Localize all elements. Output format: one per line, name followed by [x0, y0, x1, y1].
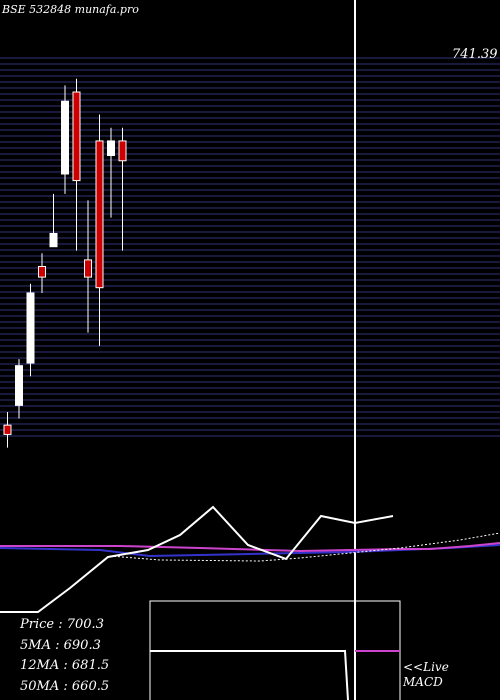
- live-label[interactable]: <<Live: [403, 660, 449, 674]
- candle-down: [84, 259, 92, 278]
- price-row: Price : 700.3: [20, 615, 109, 636]
- candle-down: [72, 91, 81, 182]
- candle-up: [15, 365, 23, 406]
- ma12-value: : 681.5: [63, 658, 110, 673]
- ma12-row: 12MA : 681.5: [20, 656, 109, 677]
- candle-down: [3, 424, 12, 435]
- price-grid: [0, 57, 500, 437]
- candle-up: [26, 292, 35, 364]
- macd-label[interactable]: MACD: [403, 675, 443, 689]
- candle-down: [118, 140, 127, 162]
- candle-down: [95, 140, 104, 289]
- momentum-line: [0, 505, 394, 613]
- macd-line: [150, 650, 349, 700]
- ma50-row: 50MA : 660.5: [20, 677, 109, 698]
- macd-panel: [149, 600, 401, 700]
- candle-up: [61, 100, 69, 175]
- candle-up: [107, 140, 115, 156]
- price-ma-summary: Price : 700.3 5MA : 690.3 12MA : 681.5 5…: [20, 615, 109, 697]
- ma5-row: 5MA : 690.3: [20, 636, 109, 657]
- candle-down: [38, 266, 46, 278]
- candle-up: [49, 232, 58, 248]
- ma12-label: 12MA: [20, 658, 60, 673]
- live-macd-link[interactable]: <<Live MACD: [403, 660, 449, 690]
- last-price-label: 741.39: [452, 47, 498, 62]
- ma-white-dotted-line: [109, 532, 500, 562]
- ma-pink-line: [0, 542, 500, 553]
- price-label: Price: [20, 617, 55, 632]
- ma5-value: : 690.3: [55, 637, 101, 653]
- ma50-label: 50MA: [20, 678, 60, 694]
- indicator-panel: [0, 505, 500, 613]
- candlestick-series: [3, 78, 127, 448]
- chart-title: BSE 532848 munafa.pro: [2, 3, 139, 16]
- ma5-label: 5MA: [20, 637, 51, 653]
- ma50-value: : 660.5: [63, 678, 110, 694]
- price-value: : 700.3: [58, 617, 104, 632]
